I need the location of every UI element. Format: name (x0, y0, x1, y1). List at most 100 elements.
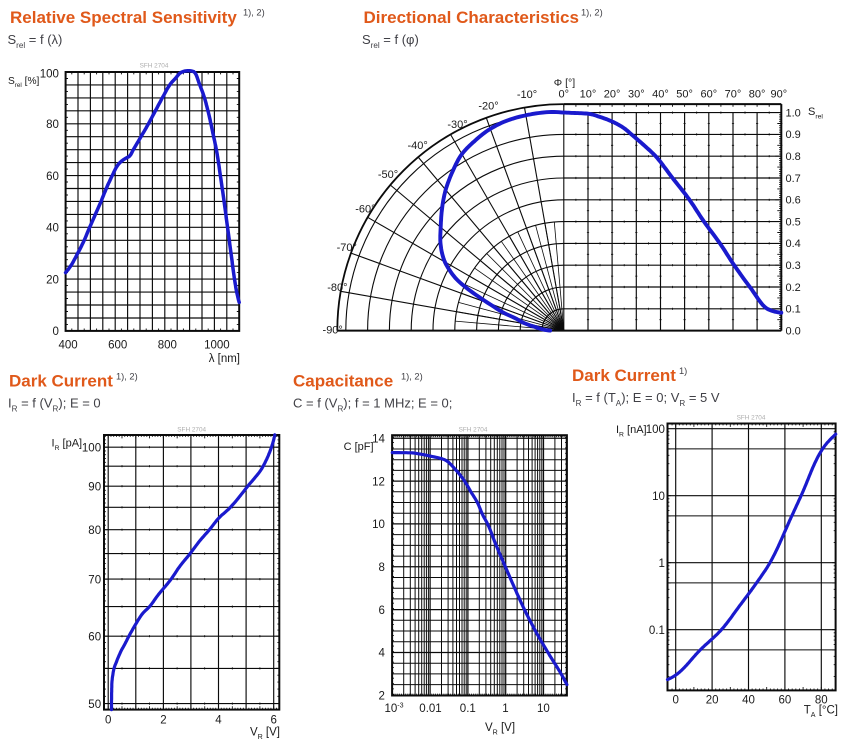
svg-text:0: 0 (52, 326, 58, 338)
svg-text:1: 1 (658, 558, 664, 570)
svg-text:8: 8 (378, 562, 384, 574)
svg-text:800: 800 (158, 340, 177, 352)
svg-text:400: 400 (59, 340, 78, 352)
svg-text:C [pF]: C [pF] (344, 441, 374, 453)
svg-text:80: 80 (815, 695, 828, 707)
svg-text:10°: 10° (580, 89, 597, 101)
svg-text:Relative Spectral Sensitivity: Relative Spectral Sensitivity (10, 8, 237, 27)
svg-text:0.1: 0.1 (649, 625, 665, 637)
svg-text:2: 2 (160, 715, 166, 727)
svg-text:-60°: -60° (355, 203, 375, 215)
svg-text:0.5: 0.5 (786, 216, 801, 228)
svg-text:0.2: 0.2 (786, 282, 801, 294)
svg-text:VR [V]: VR [V] (250, 727, 280, 741)
svg-text:80: 80 (88, 525, 101, 537)
svg-text:0.6: 0.6 (786, 195, 801, 207)
svg-text:100: 100 (40, 69, 59, 81)
svg-text:60°: 60° (700, 89, 717, 101)
svg-text:Srel = f (φ): Srel = f (φ) (362, 32, 419, 50)
svg-text:1.0: 1.0 (786, 107, 801, 119)
svg-text:Srel: Srel (808, 106, 823, 120)
svg-text:-10°: -10° (517, 89, 537, 101)
svg-text:TA [°C]: TA [°C] (804, 705, 838, 719)
svg-text:6: 6 (378, 605, 384, 617)
svg-text:λ [nm]: λ [nm] (209, 353, 240, 365)
svg-text:20°: 20° (604, 89, 621, 101)
svg-text:20: 20 (46, 274, 59, 286)
svg-text:0.9: 0.9 (786, 129, 801, 141)
svg-text:0.1: 0.1 (460, 703, 476, 715)
svg-text:100: 100 (646, 424, 665, 436)
svg-text:12: 12 (372, 476, 385, 488)
svg-text:50°: 50° (676, 89, 693, 101)
svg-text:90: 90 (88, 481, 101, 493)
svg-text:0.7: 0.7 (786, 173, 801, 185)
svg-text:SFH 2704: SFH 2704 (177, 427, 206, 434)
svg-text:0°: 0° (559, 89, 570, 101)
svg-text:40: 40 (46, 223, 59, 235)
svg-text:Dark Current: Dark Current (9, 372, 113, 391)
svg-text:-70°: -70° (337, 242, 357, 254)
svg-text:4: 4 (215, 715, 222, 727)
svg-text:6: 6 (270, 715, 276, 727)
svg-text:80: 80 (46, 119, 59, 131)
svg-text:SFH 2704: SFH 2704 (737, 415, 766, 422)
svg-text:0.0: 0.0 (786, 325, 801, 337)
svg-text:Directional Characteristics: Directional Characteristics (364, 8, 579, 27)
svg-text:IR = f (VR); E = 0: IR = f (VR); E = 0 (8, 396, 101, 414)
svg-text:40°: 40° (652, 89, 669, 101)
svg-text:Φ [°]: Φ [°] (554, 77, 575, 89)
svg-text:70: 70 (88, 574, 101, 586)
svg-text:Dark Current: Dark Current (572, 366, 676, 385)
svg-text:1000: 1000 (204, 340, 230, 352)
svg-text:600: 600 (108, 340, 127, 352)
svg-text:10: 10 (372, 519, 385, 531)
svg-text:-20°: -20° (478, 100, 498, 112)
svg-text:SFH 2704: SFH 2704 (140, 63, 169, 70)
svg-text:10-3: 10-3 (385, 702, 404, 715)
svg-text:10: 10 (537, 703, 550, 715)
svg-text:100: 100 (82, 442, 101, 454)
svg-text:-80°: -80° (327, 282, 347, 294)
svg-text:0.8: 0.8 (786, 151, 801, 163)
svg-text:1), 2): 1), 2) (243, 8, 265, 18)
svg-text:80°: 80° (749, 89, 766, 101)
svg-text:0: 0 (105, 715, 111, 727)
svg-text:C = f (VR); f = 1 MHz; E = 0;: C = f (VR); f = 1 MHz; E = 0; (293, 396, 452, 414)
svg-text:Srel = f (λ): Srel = f (λ) (8, 32, 63, 50)
svg-text:60: 60 (779, 695, 792, 707)
svg-text:30°: 30° (628, 89, 645, 101)
svg-text:4: 4 (378, 648, 385, 660)
svg-text:1), 2): 1), 2) (581, 8, 603, 18)
svg-text:0.01: 0.01 (419, 703, 441, 715)
svg-text:-40°: -40° (407, 140, 427, 152)
svg-text:Capacitance: Capacitance (293, 372, 393, 391)
svg-text:70°: 70° (725, 89, 742, 101)
svg-text:0: 0 (672, 695, 678, 707)
svg-text:1), 2): 1), 2) (401, 372, 423, 382)
svg-text:Srel [%]: Srel [%] (8, 76, 40, 89)
svg-text:14: 14 (372, 434, 385, 446)
svg-text:1), 2): 1), 2) (116, 372, 138, 382)
svg-text:40: 40 (742, 695, 755, 707)
svg-text:SFH 2704: SFH 2704 (459, 427, 488, 434)
svg-text:20: 20 (706, 695, 719, 707)
svg-text:IR [pA]: IR [pA] (52, 438, 83, 452)
svg-text:0.4: 0.4 (786, 238, 801, 250)
svg-text:50: 50 (88, 699, 101, 711)
svg-text:0.3: 0.3 (786, 260, 801, 272)
svg-text:10: 10 (652, 491, 665, 503)
svg-text:2: 2 (378, 691, 384, 703)
svg-text:IR = f (TA); E = 0; VR = 5 V: IR = f (TA); E = 0; VR = 5 V (572, 390, 720, 408)
svg-text:1): 1) (679, 366, 687, 376)
svg-text:1: 1 (502, 703, 508, 715)
svg-text:VR [V]: VR [V] (485, 722, 515, 736)
svg-text:-90°: -90° (323, 325, 343, 337)
svg-text:60: 60 (46, 171, 59, 183)
svg-text:90°: 90° (770, 89, 787, 101)
svg-text:60: 60 (88, 631, 101, 643)
svg-text:-30°: -30° (447, 119, 467, 131)
svg-text:-50°: -50° (378, 169, 398, 181)
svg-text:0.1: 0.1 (786, 304, 801, 316)
svg-text:IR [nA]: IR [nA] (616, 424, 647, 438)
